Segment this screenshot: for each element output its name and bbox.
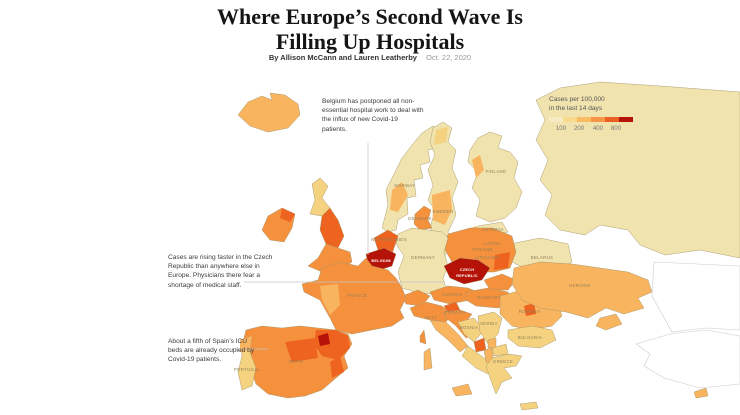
annotation-czech-republic: Cases are rising faster in the Czech Rep…: [168, 254, 273, 289]
country-label-germany: GERMANY: [411, 255, 435, 260]
legend-ramp-segment: [591, 117, 605, 123]
country-scotland: [309, 177, 331, 217]
country-turkey: [635, 329, 740, 389]
country-label-netherlands: NETHERLANDS: [371, 237, 407, 242]
country-label-belarus: BELARUS: [531, 255, 554, 260]
legend-title-line-1: Cases per 100,000: [549, 96, 605, 103]
country-finland: [467, 131, 523, 223]
legend-tick: 400: [592, 125, 604, 133]
legend-title-line-2: in the last 14 days: [549, 104, 603, 112]
country-label-norway: NORWAY: [395, 183, 416, 188]
title-line-2: Filling Up Hospitals: [275, 29, 465, 55]
country-label-croatia: CROATIA: [444, 310, 465, 315]
annotation-spain: About a fifth of Spain’s ICU beds are al…: [168, 338, 255, 364]
region-france-west: [320, 284, 340, 315]
country-label-portugal: PORTUGAL: [234, 367, 261, 372]
country-label-france: FRANCE: [347, 293, 367, 298]
country-slovakia: [483, 273, 517, 291]
country-greece: [485, 353, 523, 395]
country-label-czech-1: CZECH: [460, 267, 474, 272]
legend-ramp-segment: [605, 117, 619, 123]
country-label-greece: GREECE: [493, 359, 513, 364]
legend-tick: 200: [573, 125, 585, 133]
country-label-ukraine: UKRAINE: [569, 283, 591, 288]
country-corsica: [419, 329, 427, 345]
region-portugal-north: [240, 336, 252, 352]
country-label-bosnia: BOSNIA: [460, 325, 478, 330]
country-bosnia: [457, 317, 485, 343]
legend-ramp-segment: [563, 117, 577, 123]
country-label-lithuania: LITHUANIA: [475, 255, 501, 260]
country-kosovo: [487, 337, 497, 349]
legend-tick: 800: [610, 125, 622, 133]
country-label-latvia: LATVIA: [484, 241, 501, 246]
country-label-czech-2: REPUBLIC: [456, 273, 478, 278]
country-denmark: [413, 205, 433, 231]
legend-ramp-segment: [549, 117, 563, 123]
publish-date: Oct. 22, 2020: [426, 53, 472, 62]
country-crete: [519, 401, 539, 411]
region-poland-southeast: [494, 252, 510, 270]
annotation-belgium: Belgium has postponed all non-essential …: [322, 98, 424, 133]
country-italy-center: [429, 319, 469, 353]
map-legend: Cases per 100,000 in the last 14 days 10…: [549, 96, 645, 135]
region-sweden-mid: [432, 190, 452, 225]
legend-tick: 100: [555, 125, 567, 133]
country-serbia: [477, 311, 503, 345]
legend-ramp-segment: [577, 117, 591, 123]
country-sardinia: [423, 347, 433, 371]
country-bulgaria: [507, 325, 557, 349]
country-label-bulgaria: BULGARIA: [518, 335, 543, 340]
country-label-hungary: HUNGARY: [477, 295, 501, 300]
region-spain-valencia: [330, 356, 344, 378]
country-iceland: [237, 92, 301, 133]
country-czech-republic: [443, 257, 491, 285]
country-germany: [395, 227, 449, 295]
country-label-italy: ITALY: [424, 315, 437, 320]
region-sweden-north: [434, 127, 448, 145]
country-england-north: [319, 207, 345, 249]
country-label-finland: FINLAND: [486, 169, 507, 174]
legend-color-ramp: [549, 117, 633, 123]
region-spain-navarre: [318, 333, 330, 346]
country-label-austria: AUSTRIA: [441, 292, 462, 297]
country-label-sweden: SWEDEN: [433, 209, 454, 214]
country-russia-south: [651, 261, 740, 333]
country-italy-south: [461, 345, 493, 375]
country-label-romania: ROMANIA: [519, 309, 542, 314]
page-title: Where Europe’s Second Wave Is Filling Up…: [0, 4, 740, 54]
country-ukraine: [511, 261, 653, 319]
region-romania-center: [524, 303, 536, 316]
country-label-spain: SPAIN: [289, 359, 303, 364]
country-sicily: [451, 383, 473, 397]
country-label-serbia: SERBIA: [480, 321, 498, 326]
legend-ticks: 100 200 400 800: [549, 125, 633, 135]
country-russia: [535, 81, 740, 259]
country-crimea: [595, 313, 623, 331]
region-norway-west: [390, 182, 408, 212]
byline: By Allison McCann and Lauren Leatherby O…: [0, 53, 740, 62]
country-label-denmark: DENMARK: [408, 216, 432, 221]
title-line-1: Where Europe’s Second Wave Is: [217, 4, 523, 29]
region-finland-west: [472, 155, 484, 178]
country-france: [301, 257, 407, 335]
country-label-estonia: ESTONIA: [482, 227, 503, 232]
region-spain-center: [285, 338, 318, 362]
legend-ramp-segment: [619, 117, 633, 123]
country-label-poland: POLAND: [473, 247, 493, 252]
country-labels: NORWAY SWEDEN FINLAND ESTONIA LATVIA LITHUANI…: [234, 169, 591, 372]
country-cyprus: [693, 387, 709, 399]
country-label-belgium: BELGIUM: [371, 258, 390, 263]
region-northern-ireland: [280, 208, 295, 222]
byline-authors: By Allison McCann and Lauren Leatherby: [268, 53, 417, 62]
country-switzerland: [401, 289, 431, 307]
